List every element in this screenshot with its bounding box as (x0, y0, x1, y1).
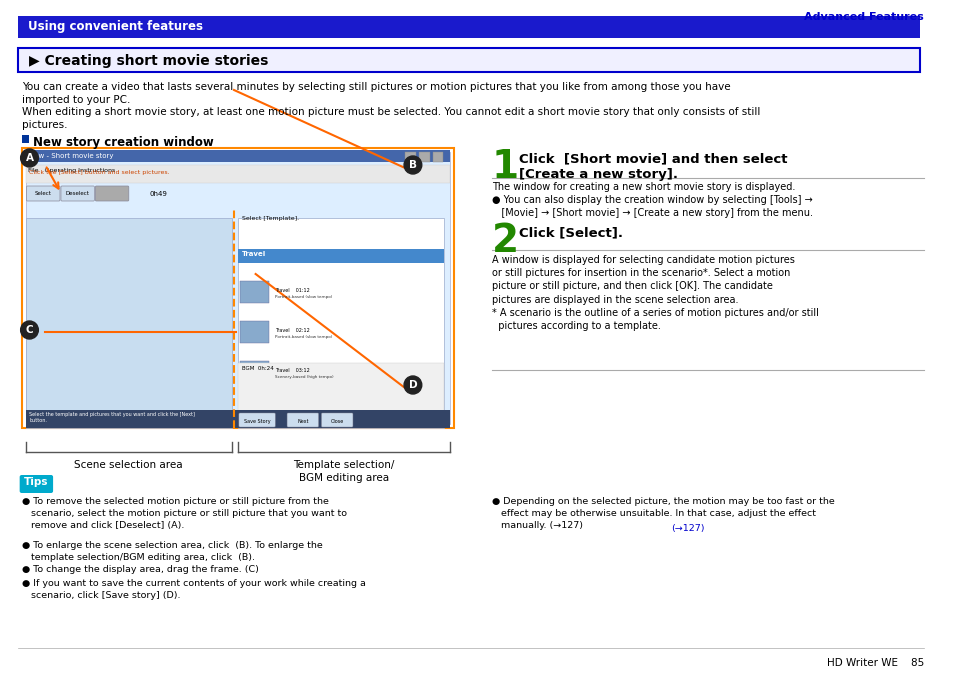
Text: Click  [Short movie] and then select
[Create a new story].: Click [Short movie] and then select [Cre… (518, 152, 787, 181)
Text: Select the template and pictures that you want and click the [Next]
button.: Select the template and pictures that yo… (30, 412, 195, 423)
FancyBboxPatch shape (287, 413, 318, 427)
Text: Select: Select (35, 191, 51, 196)
Bar (26, 150, 450, 162)
Text: Scene selection area: Scene selection area (74, 460, 183, 470)
Bar (22, 148, 454, 428)
Text: New story creation window: New story creation window (33, 136, 214, 149)
Text: D: D (408, 380, 416, 390)
Bar (239, 321, 269, 343)
FancyBboxPatch shape (321, 413, 353, 427)
Text: Tips: Tips (24, 477, 49, 487)
Text: ● If you want to save the current contents of your work while creating a
   scen: ● If you want to save the current conten… (22, 579, 365, 600)
Text: ● To enlarge the scene selection area, click  (B). To enlarge the
   template se: ● To enlarge the scene selection area, c… (22, 541, 322, 562)
Text: Portrait-based (slow tempo): Portrait-based (slow tempo) (275, 335, 333, 339)
Text: ▶ Creating short movie stories: ▶ Creating short movie stories (30, 54, 269, 68)
Circle shape (404, 376, 421, 394)
Text: ● Depending on the selected picture, the motion may be too fast or the
   effect: ● Depending on the selected picture, the… (491, 497, 834, 530)
Text: 1: 1 (491, 148, 518, 186)
Bar (239, 281, 269, 303)
Bar (432, 152, 443, 162)
Text: The window for creating a new short movie story is displayed.
● You can also dis: The window for creating a new short movi… (491, 182, 812, 219)
Text: File   Operating Instructions: File Operating Instructions (28, 168, 114, 173)
Bar (237, 218, 444, 428)
Bar (26, 218, 232, 428)
Bar (239, 361, 269, 383)
Bar (18, 16, 920, 38)
Bar (26, 165, 450, 183)
Text: ● To remove the selected motion picture or still picture from the
   scenario, s: ● To remove the selected motion picture … (22, 497, 346, 530)
Text: A window is displayed for selecting candidate motion pictures
or still pictures : A window is displayed for selecting cand… (491, 255, 818, 331)
Text: Travel    03:12: Travel 03:12 (275, 368, 310, 373)
Bar (237, 249, 444, 263)
Text: Scenery-based (high tempo): Scenery-based (high tempo) (275, 375, 334, 379)
Text: B: B (409, 160, 416, 170)
Circle shape (404, 156, 421, 174)
Text: Next: Next (296, 419, 308, 424)
FancyBboxPatch shape (27, 186, 60, 201)
Text: C: C (26, 325, 33, 335)
Text: Travel    01:12: Travel 01:12 (275, 288, 310, 293)
Bar (22, 135, 30, 143)
Text: When editing a short movie story, at least one motion picture must be selected. : When editing a short movie story, at lea… (22, 107, 760, 130)
Text: You can create a video that lasts several minutes by selecting still pictures or: You can create a video that lasts severa… (22, 82, 729, 105)
Text: BGM  0h:24: BGM 0h:24 (242, 366, 274, 371)
FancyBboxPatch shape (18, 48, 920, 72)
Text: Portrait-based (slow tempo): Portrait-based (slow tempo) (275, 295, 333, 299)
Text: 0h49: 0h49 (150, 191, 167, 197)
Text: (→127): (→127) (671, 524, 704, 533)
Text: Travel: Travel (242, 251, 266, 257)
Text: Deselect: Deselect (66, 191, 90, 196)
Text: Select [Template].: Select [Template]. (242, 216, 298, 221)
Text: Click the [Select] button and select pictures.: Click the [Select] button and select pic… (30, 170, 170, 175)
FancyBboxPatch shape (20, 475, 53, 493)
Text: 2: 2 (491, 222, 518, 260)
Text: Using convenient features: Using convenient features (28, 20, 202, 33)
Text: Template selection/
BGM editing area: Template selection/ BGM editing area (294, 460, 395, 483)
Bar (26, 152, 450, 424)
Text: Save Story: Save Story (244, 419, 271, 424)
Text: HD Writer WE    85: HD Writer WE 85 (826, 658, 923, 668)
FancyBboxPatch shape (238, 413, 275, 427)
Text: A: A (26, 153, 33, 163)
Bar (418, 152, 429, 162)
Text: Click [Select].: Click [Select]. (518, 226, 622, 239)
Text: ● To change the display area, drag the frame. (C): ● To change the display area, drag the f… (22, 565, 258, 574)
Bar (26, 410, 450, 428)
Circle shape (21, 321, 38, 339)
Text: New - Short movie story: New - Short movie story (30, 153, 113, 159)
Text: Travel    02:12: Travel 02:12 (275, 328, 310, 333)
Text: Advanced Features: Advanced Features (803, 12, 923, 22)
Circle shape (21, 149, 38, 167)
Text: Close: Close (331, 419, 343, 424)
FancyBboxPatch shape (95, 186, 129, 201)
FancyBboxPatch shape (61, 186, 94, 201)
Bar (237, 363, 444, 413)
Bar (405, 152, 416, 162)
